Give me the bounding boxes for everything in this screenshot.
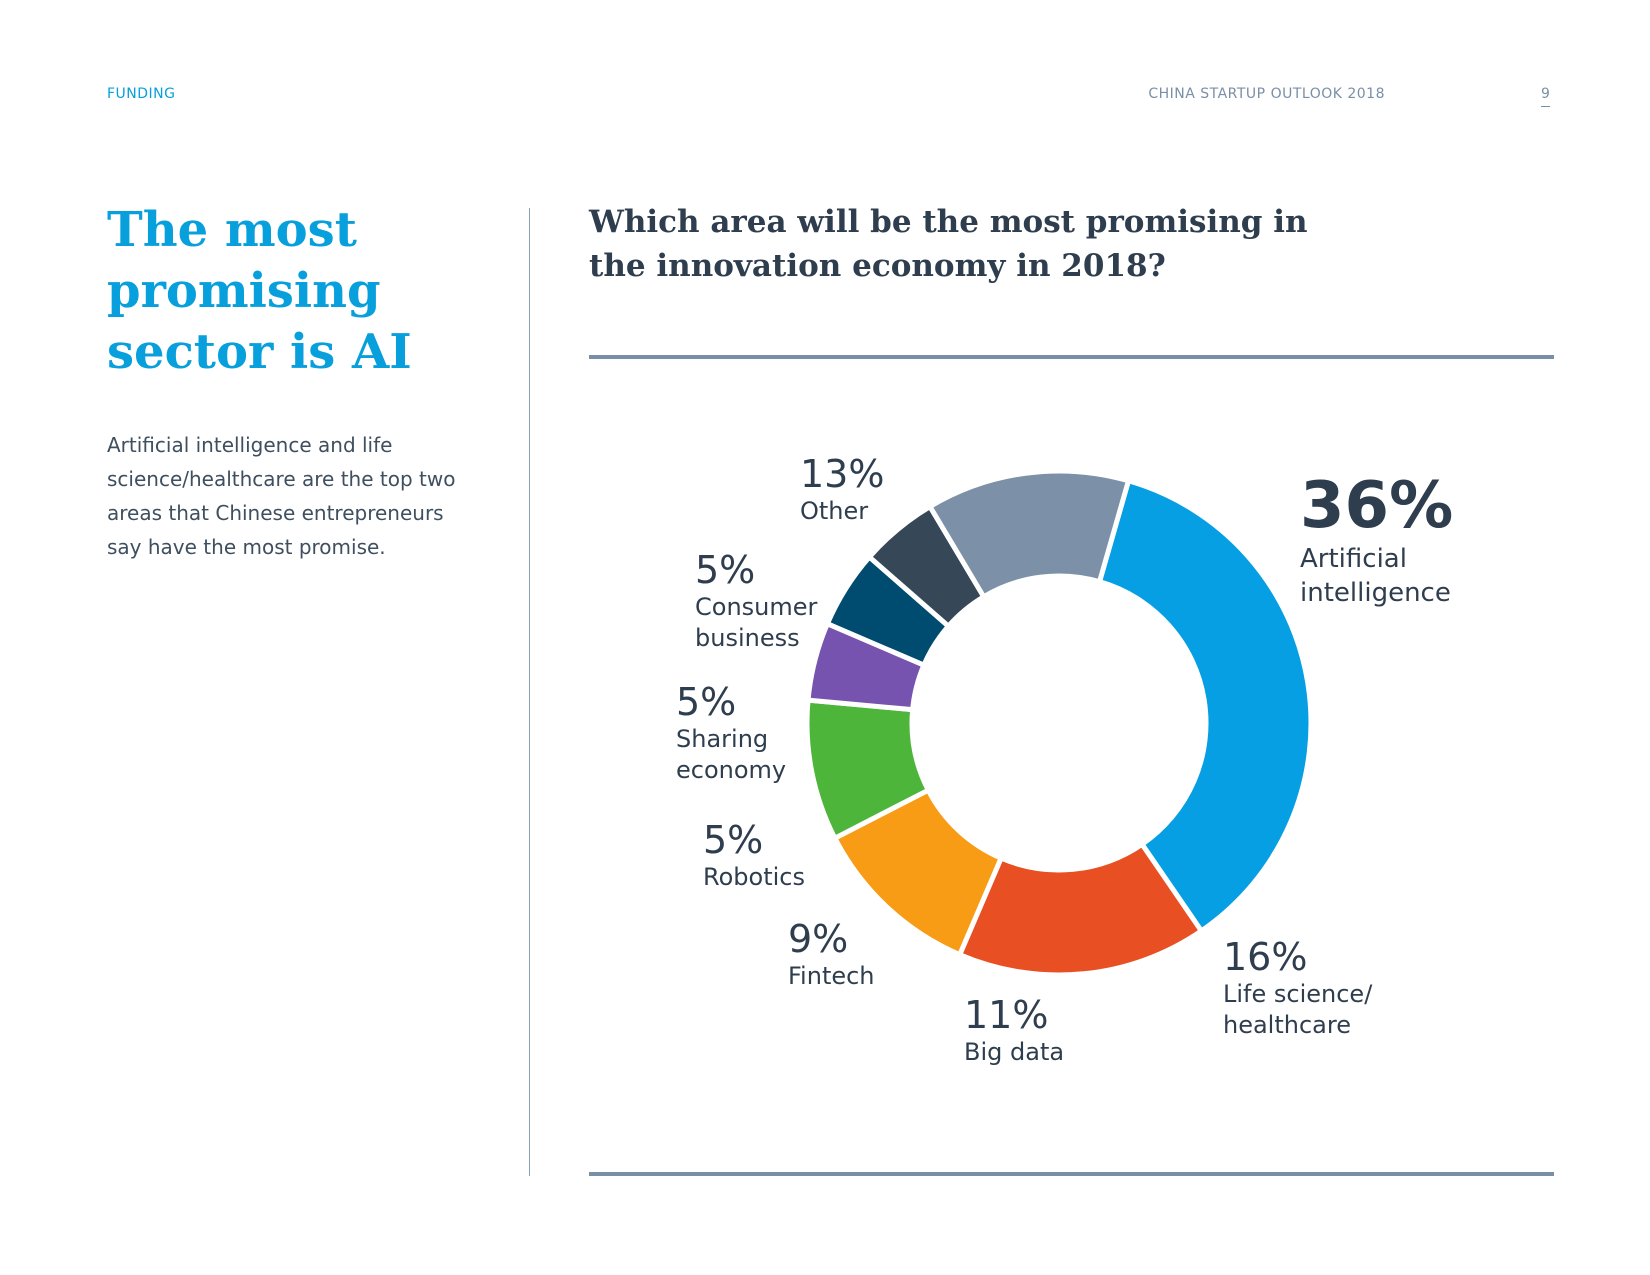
pct-robotics: 5% — [703, 818, 764, 862]
vertical-divider — [529, 208, 530, 1176]
label-other: 13% Other — [800, 452, 884, 527]
pct-consumer-business: 5% — [695, 548, 756, 592]
cat-line: Robotics — [703, 863, 805, 891]
pct-big-data: 11% — [964, 993, 1049, 1037]
pct-sharing-economy: 5% — [676, 680, 737, 724]
cat-line: Fintech — [788, 962, 875, 990]
label-consumer-business: 5% Consumer business — [695, 548, 817, 654]
cat-line: Artificial — [1300, 544, 1407, 574]
section-label: FUNDING — [107, 86, 176, 102]
cat-line: business — [695, 624, 800, 652]
pct-life-science: 16% — [1223, 935, 1308, 979]
label-sharing-economy: 5% Sharing economy — [676, 680, 786, 786]
chart-top-rule — [589, 355, 1554, 359]
slice-life-science-healthcare — [956, 840, 1205, 978]
pct-fintech: 9% — [788, 917, 849, 961]
slice-other — [926, 468, 1132, 601]
label-big-data: 11% Big data — [964, 993, 1064, 1068]
cat-line: Consumer — [695, 593, 818, 621]
label-life-science: 16% Life science/ healthcare — [1223, 935, 1372, 1041]
label-fintech: 9% Fintech — [788, 917, 875, 992]
cat-line: Other — [800, 497, 869, 525]
cat-line: healthcare — [1223, 1011, 1351, 1039]
section-title: The most promising sector is AI — [107, 202, 412, 380]
publication-title: CHINA STARTUP OUTLOOK 2018 — [1148, 86, 1385, 102]
intro-paragraph: Artificial intelligence and life science… — [107, 433, 456, 559]
cat-line: intelligence — [1300, 578, 1451, 608]
page-number: 9 — [1541, 86, 1550, 107]
label-robotics: 5% Robotics — [703, 818, 805, 893]
pct-other: 13% — [800, 452, 885, 496]
slice-artificial-intelligence — [1096, 477, 1314, 935]
label-artificial-intelligence: 36% Artificial intelligence — [1300, 470, 1453, 610]
cat-line: Life science/ — [1223, 980, 1373, 1008]
chart-title: Which area will be the most promising in… — [589, 204, 1308, 284]
cat-line: Sharing — [676, 725, 769, 753]
cat-line: economy — [676, 756, 787, 784]
pct-artificial-intelligence: 36% — [1300, 469, 1454, 543]
chart-bottom-rule — [589, 1172, 1554, 1176]
cat-line: Big data — [964, 1038, 1065, 1066]
